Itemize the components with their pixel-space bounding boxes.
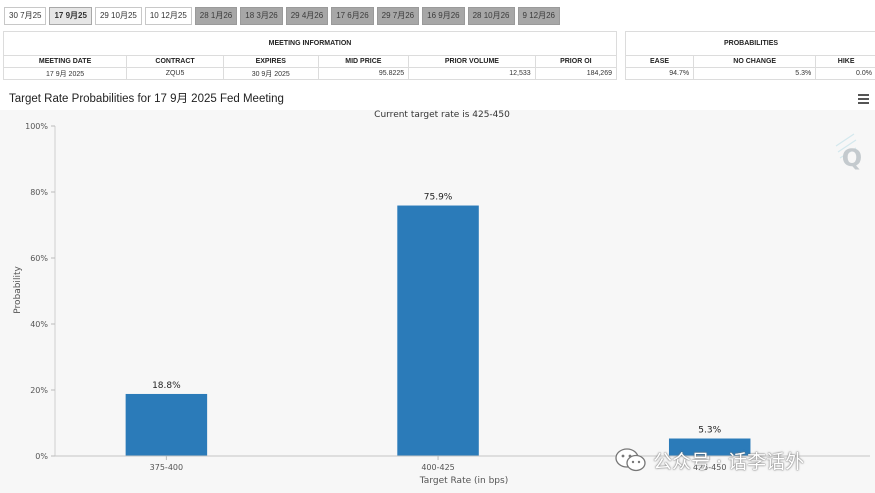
y-tick-label: 100%: [25, 122, 48, 131]
menu-icon[interactable]: [858, 94, 869, 104]
tab-meeting-date[interactable]: 16 9月26: [422, 7, 465, 25]
x-tick-label: 375-400: [150, 463, 183, 472]
meeting-info-heading: MEETING INFORMATION: [3, 31, 617, 56]
watermark: 公众号 · 话李话外: [614, 445, 804, 475]
tab-meeting-date[interactable]: 29 4月26: [285, 7, 329, 25]
tab-meeting-date[interactable]: 10 12月25: [144, 7, 192, 25]
meeting-date-value: 17 9月 2025: [2, 67, 128, 80]
bar: [397, 205, 479, 456]
y-tick-label: 80%: [30, 188, 48, 197]
bars: 18.8% 75.9% 5.3%: [125, 193, 751, 456]
q-logo-icon: Q: [835, 133, 862, 172]
y-tick-label: 60%: [30, 254, 48, 263]
tab-meeting-date[interactable]: 18 3月26: [240, 7, 283, 25]
meeting-information-table: MEETING INFORMATION MEETING DATE CONTRAC…: [2, 31, 618, 80]
bar-data-label: 18.8%: [152, 381, 181, 391]
svg-text:Q: Q: [842, 144, 862, 172]
table-row: 94.7% 5.3% 0.0%: [624, 67, 875, 80]
y-axis: 0% 20% 40% 60% 80% 100%: [25, 122, 56, 461]
prior-oi-value: 184,269: [534, 67, 618, 80]
tab-meeting-date[interactable]: 9 12月26: [517, 7, 560, 25]
prior-volume-value: 12,533: [408, 67, 536, 80]
x-axis: 375-400 400-425 425-450: [55, 455, 870, 472]
x-axis-title: Target Rate (in bps): [419, 476, 508, 486]
bar: [125, 393, 208, 456]
watermark-text: 公众号 · 话李话外: [653, 450, 805, 473]
x-tick-label: 425-450: [693, 463, 726, 472]
bar-data-label: 75.9%: [424, 193, 453, 203]
meeting-date-tabs: 30 7月25 17 9月25 29 10月25 10 12月25 28 1月26 18 …: [4, 7, 560, 25]
y-tick-label: 0%: [35, 452, 48, 461]
chart-title: Target Rate Probabilities for 17 9月 2025…: [9, 93, 284, 105]
y-axis-title: Probability: [13, 266, 23, 314]
bar: [668, 438, 751, 456]
tab-meeting-date[interactable]: 29 7月26: [376, 7, 420, 25]
tab-meeting-date[interactable]: 28 1月26: [194, 7, 238, 25]
probabilities-table: PROBABILITIES EASE NO CHANGE HIKE 94.7% …: [624, 31, 875, 80]
hike-value: 0.0%: [815, 67, 875, 80]
tab-meeting-date[interactable]: 28 10月26: [467, 7, 515, 25]
wechat-icon: [615, 448, 646, 472]
y-tick-label: 20%: [30, 386, 48, 395]
x-tick-label: 400-425: [421, 463, 454, 472]
tab-meeting-date[interactable]: 17 9月25: [49, 7, 92, 25]
tab-meeting-date[interactable]: 30 7月25: [4, 7, 47, 25]
bar-data-label: 5.3%: [698, 426, 721, 436]
table-row: 17 9月 2025 ZQU5 30 9月 2025 95.8225 12,53…: [2, 67, 618, 80]
y-tick-label: 40%: [30, 320, 48, 329]
tab-meeting-date[interactable]: 29 10月25: [94, 7, 142, 25]
probabilities-heading: PROBABILITIES: [625, 31, 875, 56]
tab-meeting-date[interactable]: 17 6月26: [331, 7, 374, 25]
contract-value: ZQU5: [126, 67, 224, 80]
expires-value: 30 9月 2025: [222, 67, 319, 80]
ease-value: 94.7%: [624, 67, 695, 80]
no-change-value: 5.3%: [693, 67, 817, 80]
chart-subtitle: Current target rate is 425-450: [374, 110, 510, 120]
